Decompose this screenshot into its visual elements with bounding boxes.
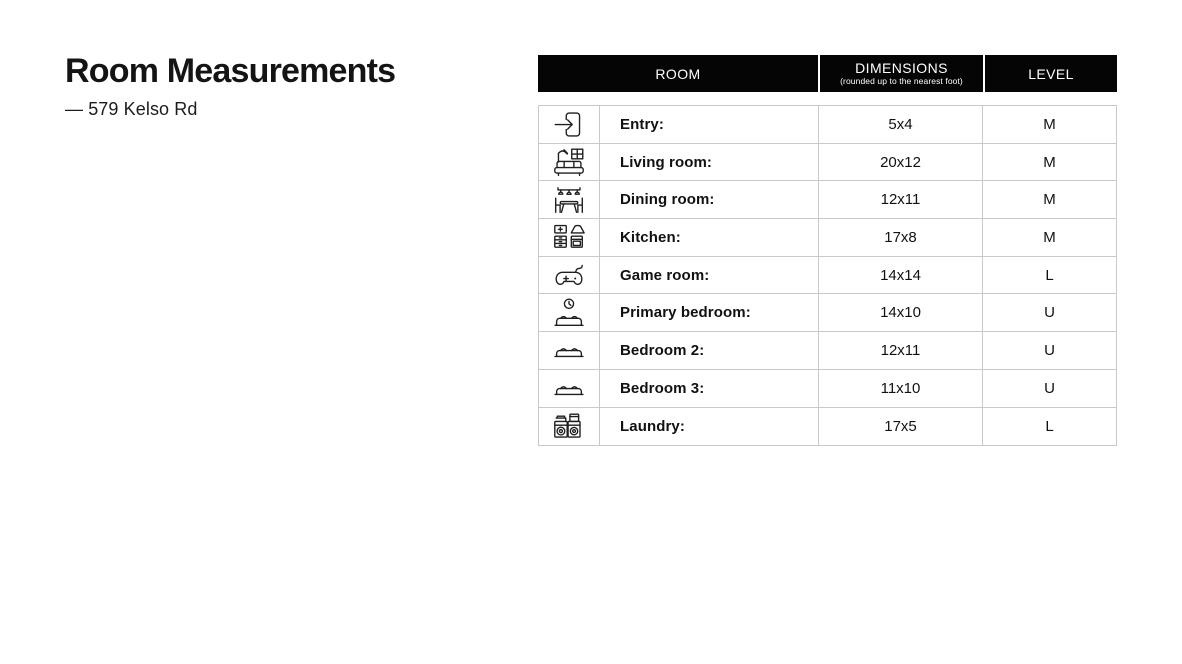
entry-door-icon <box>539 106 600 143</box>
table-row: Bedroom 3: 11x10 U <box>539 369 1116 408</box>
table-row: Dining room: 12x11 M <box>539 181 1116 220</box>
room-dimensions: 11x10 <box>819 369 983 407</box>
table-row: Kitchen: 17x8 M <box>539 219 1116 257</box>
table-body: Entry: 5x4 M Living room: 20x12 M Dining room:… <box>538 105 1117 447</box>
room-measurements-table: ROOM DIMENSIONS (rounded up to the neare… <box>538 55 1117 447</box>
bed-icon <box>539 369 600 407</box>
room-label: Living room: <box>600 143 819 181</box>
table-row: Game room: 14x14 L <box>539 256 1116 295</box>
kitchen-appliances-icon <box>539 219 600 256</box>
table-row: Laundry: 17x5 L <box>539 407 1116 446</box>
dining-table-icon <box>539 181 600 219</box>
room-label: Laundry: <box>600 407 819 446</box>
room-dimensions: 12x11 <box>819 181 983 219</box>
room-dimensions: 14x14 <box>819 256 983 294</box>
room-level: U <box>1044 341 1055 359</box>
room-level: L <box>1045 266 1054 284</box>
column-header-level: LEVEL <box>1028 65 1074 82</box>
room-dimensions: 17x8 <box>819 219 983 256</box>
table-header: ROOM DIMENSIONS (rounded up to the neare… <box>538 55 1117 92</box>
column-header-dimensions-label: DIMENSIONS <box>855 59 948 76</box>
column-header-dimensions-note: (rounded up to the nearest foot) <box>840 76 963 87</box>
table-row: Primary bedroom: 14x10 U <box>539 294 1116 333</box>
table-row: Entry: 5x4 M <box>539 106 1116 144</box>
room-level: M <box>1043 115 1056 133</box>
room-dimensions: 12x11 <box>819 332 983 369</box>
column-header-dimensions: DIMENSIONS (rounded up to the nearest fo… <box>820 55 985 92</box>
room-label: Game room: <box>600 256 819 294</box>
room-dimensions: 17x5 <box>819 407 983 446</box>
column-header-room: ROOM <box>538 55 820 92</box>
table-row: Living room: 20x12 M <box>539 143 1116 182</box>
room-level: M <box>1043 191 1056 209</box>
game-controller-icon <box>539 256 600 294</box>
room-level: L <box>1045 417 1054 435</box>
room-label: Entry: <box>600 106 819 143</box>
room-level: U <box>1044 304 1055 322</box>
room-label: Dining room: <box>600 181 819 219</box>
room-dimensions: 20x12 <box>819 143 983 181</box>
room-dimensions: 5x4 <box>819 106 983 143</box>
room-label: Kitchen: <box>600 219 819 256</box>
room-level: U <box>1044 379 1055 397</box>
room-level: M <box>1043 153 1056 171</box>
washer-dryer-icon <box>539 407 600 446</box>
title-block: Room Measurements — 579 Kelso Rd <box>65 52 396 120</box>
room-level: M <box>1043 228 1056 246</box>
room-dimensions: 14x10 <box>819 294 983 332</box>
table-row: Bedroom 2: 12x11 U <box>539 332 1116 370</box>
living-room-sofa-icon <box>539 143 600 181</box>
page-subtitle: — 579 Kelso Rd <box>65 98 198 119</box>
page-title: Room Measurements <box>65 52 396 90</box>
bed-clock-icon <box>539 294 600 332</box>
room-label: Primary bedroom: <box>600 294 819 332</box>
room-label: Bedroom 2: <box>600 332 819 369</box>
room-label: Bedroom 3: <box>600 369 819 407</box>
bed-icon <box>539 332 600 369</box>
